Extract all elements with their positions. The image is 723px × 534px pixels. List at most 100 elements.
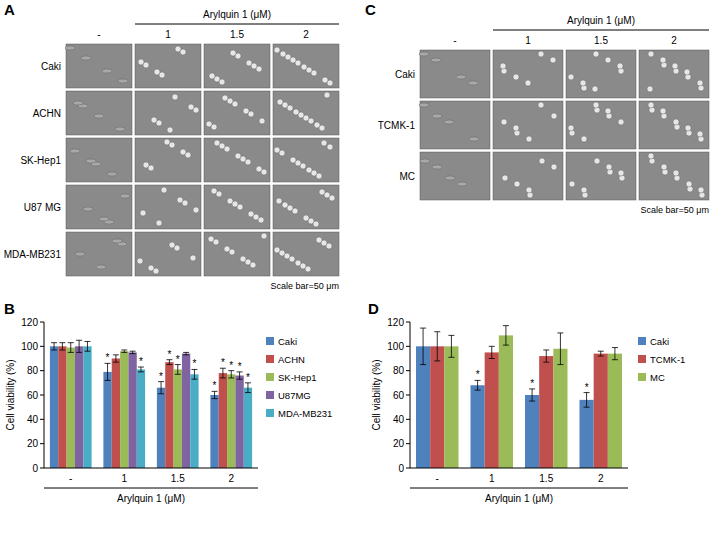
- cell-shape: [293, 109, 299, 115]
- y-tick-label: 120: [387, 317, 404, 328]
- cell-shape: [81, 56, 91, 60]
- cell-shape: [673, 119, 679, 125]
- panel-label: A: [4, 1, 15, 18]
- panel-label: D: [368, 300, 379, 317]
- y-tick-label: 0: [398, 463, 404, 474]
- micrograph: [566, 101, 636, 149]
- cell-shape: [248, 211, 254, 217]
- micrograph: [204, 91, 270, 135]
- cell-shape: [240, 256, 246, 262]
- cell-shape: [420, 159, 430, 163]
- legend-label: MC: [650, 372, 665, 383]
- cell-shape: [698, 187, 704, 193]
- bar: [485, 352, 499, 468]
- cell-shape: [568, 125, 574, 131]
- y-tick-label: 60: [393, 390, 405, 401]
- cell-shape: [148, 265, 154, 271]
- micrograph: [420, 50, 490, 98]
- y-tick-label: 40: [27, 414, 39, 425]
- cell-shape: [550, 57, 556, 63]
- cell-shape: [274, 147, 280, 153]
- cell-shape: [593, 51, 599, 57]
- cell-shape: [605, 57, 611, 63]
- micrograph: [204, 232, 270, 276]
- legend-label: SK-Hep1: [278, 372, 317, 383]
- cell-shape: [175, 46, 181, 52]
- significance: *: [476, 369, 480, 380]
- significance: *: [192, 358, 196, 369]
- cell-shape: [431, 58, 441, 62]
- micrograph: [273, 44, 339, 88]
- cell-shape: [322, 77, 328, 83]
- legend-label: U87MG: [278, 390, 311, 401]
- error-bar: [448, 335, 454, 357]
- legend-label: Caki: [278, 336, 297, 347]
- x-tick-label: -: [436, 473, 439, 484]
- cell-shape: [118, 79, 128, 83]
- micrograph: [420, 152, 490, 200]
- cell-shape: [581, 187, 587, 193]
- significance: *: [246, 372, 250, 383]
- y-tick: [40, 468, 44, 469]
- y-tick-label: 20: [393, 438, 405, 449]
- error-bar: [228, 371, 234, 378]
- cell-shape: [143, 162, 149, 168]
- y-tick: [40, 395, 44, 396]
- cell-shape: [648, 153, 654, 159]
- micrograph: [66, 138, 132, 182]
- x-axis: [44, 468, 258, 469]
- y-tick-label: 80: [27, 365, 39, 376]
- y-tick: [40, 370, 44, 371]
- y-tick: [406, 419, 410, 420]
- micrograph: [66, 44, 132, 88]
- cell-shape: [259, 118, 265, 124]
- error-bar: [475, 380, 481, 390]
- cell-shape: [208, 236, 214, 242]
- error-bar: [59, 343, 65, 350]
- legend-swatch: [266, 337, 274, 345]
- cell-shape: [169, 242, 175, 248]
- cell-shape: [301, 64, 307, 70]
- y-tick-label: 0: [32, 463, 38, 474]
- y-tick: [40, 443, 44, 444]
- column-head: 1.5: [230, 29, 244, 40]
- cell-shape: [660, 57, 666, 63]
- y-tick-label: 20: [27, 438, 39, 449]
- cell-shape: [277, 99, 283, 105]
- y-axis-title: Cell viability (%): [5, 359, 16, 430]
- column-head: -: [453, 35, 456, 46]
- cell-shape: [551, 113, 557, 119]
- cell-shape: [673, 170, 679, 176]
- error-bar: [113, 355, 119, 362]
- row-label: MDA-MB231: [4, 249, 62, 260]
- cell-shape: [151, 117, 157, 123]
- bar: [539, 356, 553, 468]
- cell-shape: [432, 165, 442, 169]
- legend-swatch: [266, 373, 274, 381]
- bar: [553, 349, 567, 468]
- micrograph: [566, 50, 636, 98]
- cell-shape: [525, 80, 531, 86]
- image-panel: CArylquin 1 (μM)-11.52CakiTCMK-1MCScale …: [365, 1, 709, 215]
- cell-shape: [274, 47, 280, 53]
- micrograph: [204, 44, 270, 88]
- legend-label: TCMK-1: [650, 354, 685, 365]
- cell-shape: [180, 149, 186, 155]
- error-bar: [138, 367, 144, 372]
- significance: *: [530, 378, 534, 389]
- row-label: TCMK-1: [378, 120, 416, 131]
- cell-shape: [282, 202, 288, 208]
- row-label: ACHN: [33, 108, 61, 119]
- legend-swatch: [266, 409, 274, 417]
- micrograph: [273, 185, 339, 229]
- cell-shape: [314, 122, 320, 128]
- error-bar: [489, 346, 495, 358]
- bar: [112, 359, 120, 469]
- micrograph: [420, 101, 490, 149]
- cell-shape: [581, 136, 587, 142]
- cell-shape: [539, 158, 545, 164]
- significance: *: [238, 361, 242, 372]
- cell-shape: [538, 51, 544, 57]
- header-line: [493, 30, 709, 31]
- figure: AArylquin 1 (μM)-11.52CakiACHNSK-Hep1U87…: [0, 0, 723, 534]
